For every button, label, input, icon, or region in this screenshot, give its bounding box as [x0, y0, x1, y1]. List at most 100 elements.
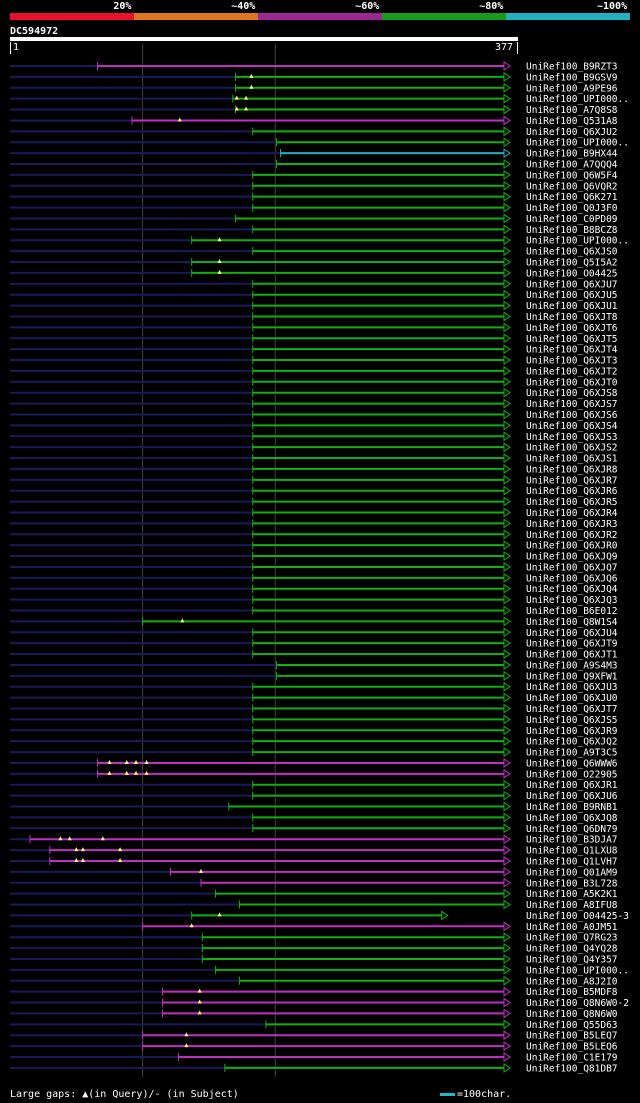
hit-label[interactable]: UniRef100_B8BCZ8 [526, 225, 618, 236]
hit-row[interactable]: UniRef100_O04425 [10, 267, 618, 279]
hit-label[interactable]: UniRef100_Q6XJT5 [526, 334, 618, 345]
hit-label[interactable]: UniRef100_Q6W5F4 [526, 170, 618, 181]
hit-label[interactable]: UniRef100_Q6XJR8 [526, 464, 618, 475]
hit-label[interactable]: UniRef100_A8J2I0 [526, 976, 618, 987]
hit-label[interactable]: UniRef100_Q6XJS6 [526, 410, 618, 421]
hit-row[interactable]: UniRef100_Q6XJS7 [10, 398, 618, 410]
hit-label[interactable]: UniRef100_Q6XJR7 [526, 475, 618, 486]
hit-row[interactable]: UniRef100_B9HX44 [10, 148, 618, 160]
hit-row[interactable]: UniRef100_Q4Y357 [10, 954, 618, 965]
hit-row[interactable]: UniRef100_B5MDF8 [10, 986, 618, 998]
hit-row[interactable]: UniRef100_A9PE96 [10, 82, 618, 94]
hit-row[interactable]: UniRef100_Q1LXU8 [10, 845, 618, 857]
hit-row[interactable]: UniRef100_Q6XJS6 [10, 409, 618, 421]
hit-row[interactable]: UniRef100_Q6XJT8 [10, 311, 618, 323]
hit-row[interactable]: UniRef100_Q8W1S4 [10, 616, 618, 628]
hit-label[interactable]: UniRef100_UPI000.. [526, 965, 629, 976]
hit-row[interactable]: UniRef100_B3DJA7 [10, 834, 618, 846]
hit-label[interactable]: UniRef100_Q6XJU6 [526, 791, 618, 802]
hit-row[interactable]: UniRef100_Q8N6W0-2 [10, 997, 629, 1009]
hit-label[interactable]: UniRef100_Q6XJQ8 [526, 813, 618, 824]
hit-label[interactable]: UniRef100_Q0J3F0 [526, 203, 618, 214]
hit-row[interactable]: UniRef100_Q6XJU2 [10, 126, 618, 138]
hit-row[interactable]: UniRef100_Q6XJR5 [10, 496, 618, 508]
hit-row[interactable]: UniRef100_Q6XJS2 [10, 442, 618, 454]
hit-label[interactable]: UniRef100_B9RZT3 [526, 62, 618, 73]
hit-label[interactable]: UniRef100_Q81DB7 [526, 1063, 618, 1074]
hit-label[interactable]: UniRef100_A7QQQ4 [526, 160, 618, 171]
hit-label[interactable]: UniRef100_B5LEQ7 [526, 1031, 618, 1042]
hit-row[interactable]: UniRef100_Q6XJT5 [10, 333, 618, 345]
hit-row[interactable]: UniRef100_B9RNB1 [10, 801, 618, 813]
hit-label[interactable]: UniRef100_Q6XJS4 [526, 421, 618, 432]
hit-row[interactable]: UniRef100_A8J2I0 [10, 975, 618, 987]
hit-row[interactable]: UniRef100_Q6XJR8 [10, 463, 618, 475]
hit-row[interactable]: UniRef100_UPI000.. [10, 235, 629, 247]
hit-label[interactable]: UniRef100_Q8N6W0-2 [526, 998, 629, 1009]
hit-label[interactable]: UniRef100_Q01AM9 [526, 867, 618, 878]
hit-label[interactable]: UniRef100_A9S4M3 [526, 660, 618, 671]
hit-label[interactable]: UniRef100_Q6XJQ2 [526, 737, 618, 748]
hit-label[interactable]: UniRef100_Q6XJT7 [526, 704, 618, 715]
hit-row[interactable]: UniRef100_Q6XJR1 [10, 779, 618, 791]
hit-row[interactable]: UniRef100_Q6DN79 [10, 823, 618, 835]
hit-label[interactable]: UniRef100_A5K2K1 [526, 889, 618, 900]
hit-label[interactable]: UniRef100_O04425-3 [526, 911, 629, 922]
hit-label[interactable]: UniRef100_Q6XJU7 [526, 279, 618, 290]
hit-row[interactable]: UniRef100_Q6XJT9 [10, 638, 618, 650]
hit-label[interactable]: UniRef100_Q6XJS1 [526, 454, 618, 465]
hit-row[interactable]: UniRef100_Q6XJS0 [10, 246, 618, 258]
hit-row[interactable]: UniRef100_Q6XJU0 [10, 692, 618, 704]
hit-row[interactable]: UniRef100_A5K2K1 [10, 888, 618, 900]
hit-row[interactable]: UniRef100_B9RZT3 [10, 61, 618, 73]
hit-label[interactable]: UniRef100_Q6XJS3 [526, 432, 618, 443]
hit-label[interactable]: UniRef100_Q6XJT2 [526, 366, 618, 377]
hit-label[interactable]: UniRef100_Q6XJU2 [526, 127, 618, 138]
hit-row[interactable]: UniRef100_Q6XJT1 [10, 649, 618, 661]
hit-row[interactable]: UniRef100_Q6XJS1 [10, 453, 618, 465]
hit-row[interactable]: UniRef100_Q6XJQ6 [10, 572, 618, 584]
hit-label[interactable]: UniRef100_Q6XJR3 [526, 519, 618, 530]
hit-row[interactable]: UniRef100_A7Q8S8 [10, 104, 618, 116]
hit-label[interactable]: UniRef100_B5LEQ6 [526, 1042, 618, 1053]
hit-label[interactable]: UniRef100_O04425 [526, 268, 618, 279]
hit-label[interactable]: UniRef100_Q5I5A2 [526, 258, 618, 269]
hit-label[interactable]: UniRef100_Q6XJQ6 [526, 573, 618, 584]
hit-row[interactable]: UniRef100_Q0J3F0 [10, 202, 618, 214]
hit-label[interactable]: UniRef100_Q6XJQ9 [526, 552, 618, 563]
hit-label[interactable]: UniRef100_Q8N6W0 [526, 1009, 618, 1020]
hit-row[interactable]: UniRef100_Q6VQR2 [10, 180, 618, 192]
hit-label[interactable]: UniRef100_C1E179 [526, 1052, 618, 1063]
hit-row[interactable]: UniRef100_Q6XJR9 [10, 725, 618, 737]
hit-label[interactable]: UniRef100_A9T3C5 [526, 748, 618, 759]
hit-row[interactable]: UniRef100_C1E179 [10, 1052, 618, 1063]
hit-label[interactable]: UniRef100_Q6VQR2 [526, 181, 618, 192]
hit-label[interactable]: UniRef100_C0PD09 [526, 214, 618, 225]
hit-label[interactable]: UniRef100_Q6XJU4 [526, 628, 618, 639]
hit-row[interactable]: UniRef100_O04425-3 [10, 910, 629, 922]
hit-row[interactable]: UniRef100_A7QQQ4 [10, 159, 618, 171]
hit-row[interactable]: UniRef100_Q1LVH7 [10, 856, 618, 867]
hit-row[interactable]: UniRef100_Q6XJT7 [10, 703, 618, 715]
hit-label[interactable]: UniRef100_Q6XJU0 [526, 693, 618, 704]
hit-row[interactable]: UniRef100_Q531A8 [10, 115, 618, 127]
hit-row[interactable]: UniRef100_Q6XJT4 [10, 344, 618, 356]
hit-label[interactable]: UniRef100_UPI000.. [526, 94, 629, 105]
hit-row[interactable]: UniRef100_Q7RG23 [10, 932, 618, 944]
hit-label[interactable]: UniRef100_O22905 [526, 769, 618, 780]
hit-row[interactable]: UniRef100_Q6XJR6 [10, 485, 618, 497]
hit-row[interactable]: UniRef100_Q6XJR0 [10, 540, 618, 552]
hit-label[interactable]: UniRef100_Q6XJS8 [526, 388, 618, 399]
hit-label[interactable]: UniRef100_B9GSV9 [526, 72, 618, 83]
hit-row[interactable]: UniRef100_B8BCZ8 [10, 224, 618, 236]
hit-row[interactable]: UniRef100_UPI000.. [10, 93, 629, 105]
hit-row[interactable]: UniRef100_Q6XJS3 [10, 431, 618, 443]
hit-label[interactable]: UniRef100_Q6XJQ4 [526, 584, 618, 595]
hit-label[interactable]: UniRef100_B9RNB1 [526, 802, 618, 813]
hit-label[interactable]: UniRef100_Q6XJU3 [526, 682, 618, 693]
hit-row[interactable]: UniRef100_B3L728 [10, 877, 618, 889]
hit-label[interactable]: UniRef100_B9HX44 [526, 149, 618, 160]
hit-row[interactable]: UniRef100_A9S4M3 [10, 660, 618, 671]
hit-row[interactable]: UniRef100_UPI000.. [10, 137, 629, 149]
hit-label[interactable]: UniRef100_Q6XJQ3 [526, 595, 618, 606]
